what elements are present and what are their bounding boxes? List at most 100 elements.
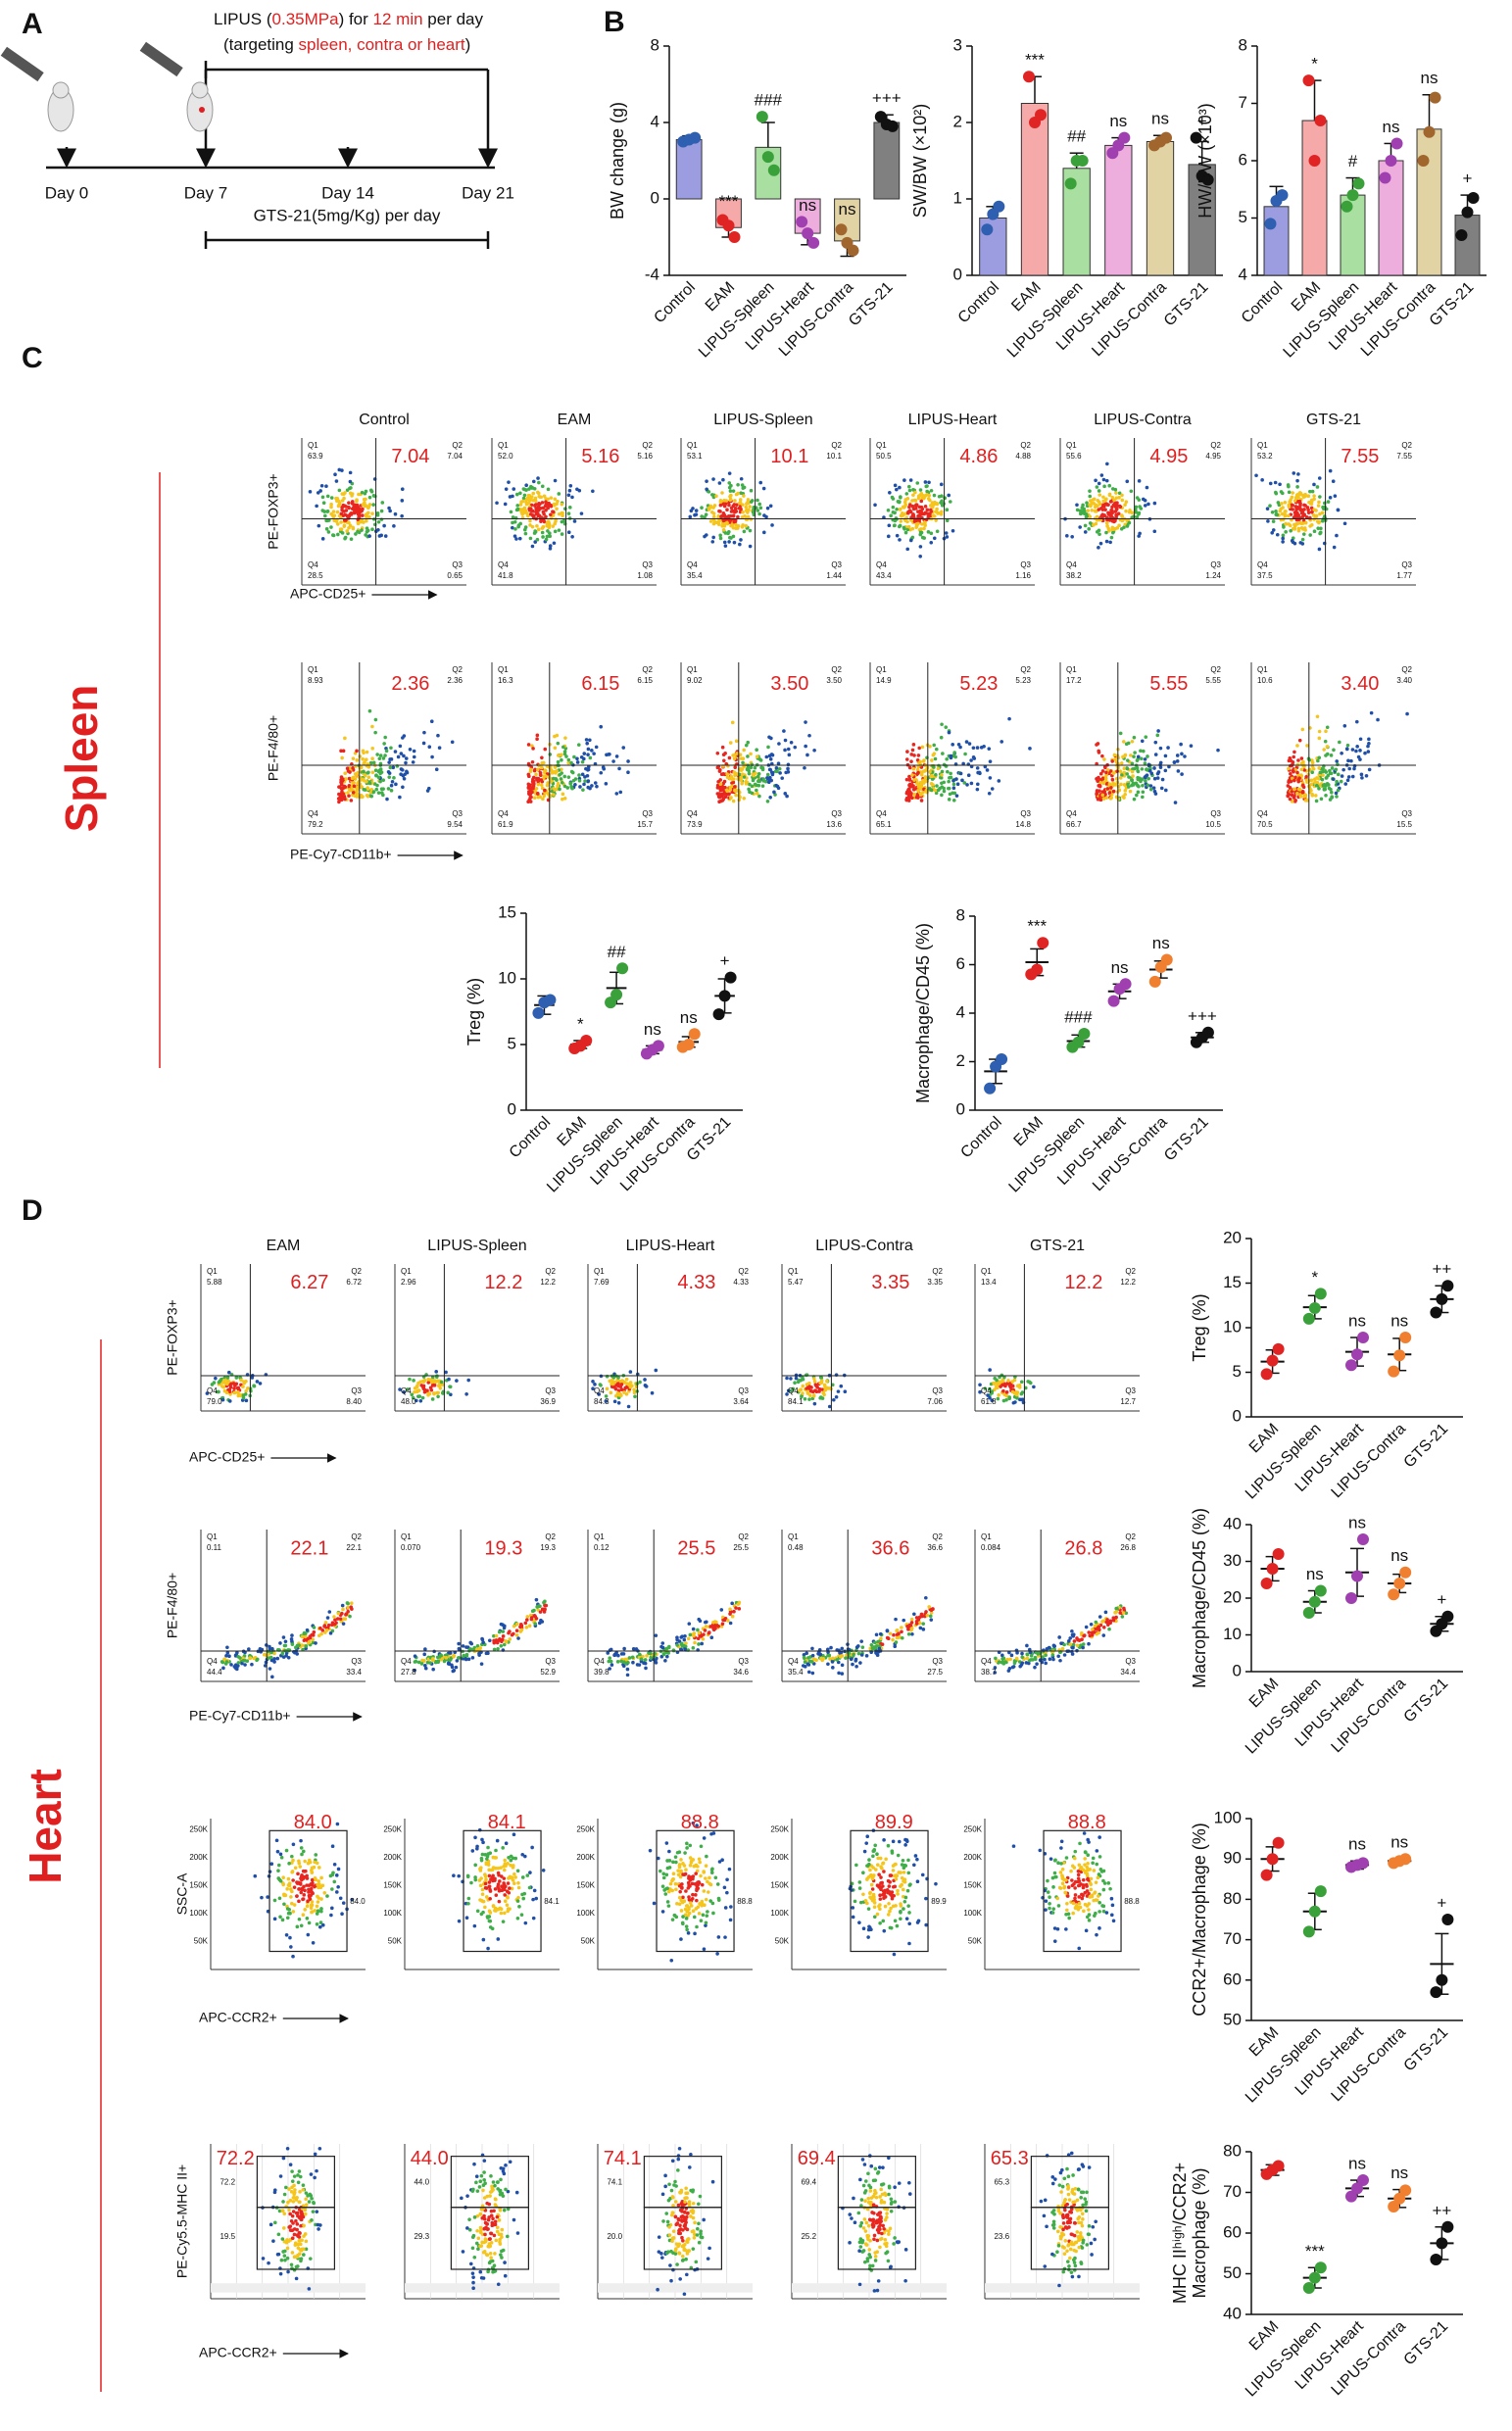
highlight-value: 4.95 <box>1149 446 1188 467</box>
event-dot <box>383 736 387 740</box>
event-dot <box>888 523 892 527</box>
y-tick-label: 70 <box>1223 2182 1242 2201</box>
event-dot <box>1329 496 1333 500</box>
event-dot <box>1321 511 1325 515</box>
event-dot <box>1272 519 1276 523</box>
event-dot <box>1097 750 1100 754</box>
highlight-value: 12.2 <box>484 1272 522 1293</box>
event-dot <box>724 544 728 548</box>
event-dot <box>841 1664 845 1668</box>
event-dot <box>731 1615 735 1619</box>
event-dot <box>746 509 750 512</box>
quadrant-value: 13.6 <box>826 820 842 829</box>
event-dot <box>525 1615 529 1619</box>
quadrant-value: 70.5 <box>1257 820 1273 829</box>
quadrant-value: 27.5 <box>927 1668 943 1677</box>
event-dot <box>1100 794 1104 798</box>
event-dot <box>1346 759 1350 763</box>
event-dot <box>734 1606 738 1610</box>
event-dot <box>545 538 549 542</box>
bar <box>1417 129 1441 275</box>
event-dot <box>1318 495 1322 499</box>
event-dot <box>840 1647 844 1651</box>
bar <box>1302 121 1327 275</box>
event-dot <box>620 1383 624 1386</box>
event-dot <box>813 1388 817 1392</box>
quadrant-name: Q2 <box>642 441 653 450</box>
event-dot <box>1126 767 1130 771</box>
event-dot <box>599 771 603 775</box>
event-dot <box>929 510 933 513</box>
quadrant-name: Q3 <box>932 1386 943 1395</box>
event-dot <box>1108 493 1112 497</box>
event-dot <box>345 529 349 533</box>
y-tick-label: 60 <box>1223 1969 1242 1988</box>
event-dot <box>270 1676 274 1679</box>
data-point <box>1388 1588 1399 1600</box>
event-dot <box>919 527 923 531</box>
event-dot <box>1108 782 1112 786</box>
event-dot <box>523 494 527 498</box>
data-point <box>689 1028 701 1040</box>
event-dot <box>1090 509 1094 512</box>
event-dot <box>771 754 775 757</box>
event-dot <box>432 1391 436 1395</box>
event-dot <box>1296 758 1300 762</box>
y-tick-label: 0 <box>508 1099 516 1118</box>
event-dot <box>712 522 716 526</box>
event-dot <box>430 719 434 723</box>
event-dot <box>1104 771 1108 775</box>
event-dot <box>934 789 938 793</box>
event-dot <box>391 780 395 784</box>
event-dot <box>723 541 727 545</box>
x-tick-label: EAM <box>1246 2024 1283 2061</box>
event-dot <box>1144 761 1147 765</box>
x-tick-label: Control <box>651 279 699 327</box>
event-dot <box>440 1381 444 1385</box>
event-dot <box>919 793 923 797</box>
event-dot <box>707 1631 711 1635</box>
event-dot <box>905 750 909 754</box>
event-dot <box>241 1385 245 1388</box>
quadrant-name: Q1 <box>498 441 509 450</box>
event-dot <box>899 524 902 528</box>
event-dot <box>1293 788 1296 792</box>
event-dot <box>1297 776 1301 780</box>
event-dot <box>1266 519 1270 523</box>
event-dot <box>759 758 763 762</box>
data-point <box>1309 1596 1321 1608</box>
event-dot <box>545 1604 549 1608</box>
event-dot <box>1360 773 1364 777</box>
event-dot <box>331 533 335 537</box>
quadrant-name: Q4 <box>687 560 698 569</box>
quadrant-value: 5.16 <box>637 452 653 461</box>
quadrant-name: Q1 <box>788 1267 799 1276</box>
event-dot <box>1304 521 1308 525</box>
event-dot <box>1102 757 1106 761</box>
event-dot <box>336 533 340 537</box>
event-dot <box>687 1637 691 1641</box>
event-dot <box>539 496 543 500</box>
event-dot <box>749 545 753 549</box>
event-dot <box>919 785 923 789</box>
event-dot <box>777 742 781 746</box>
event-dot <box>387 787 391 791</box>
event-dot <box>768 776 772 780</box>
event-dot <box>1367 738 1371 742</box>
event-dot <box>762 531 766 535</box>
event-dot <box>401 768 405 772</box>
event-dot <box>1005 1390 1009 1394</box>
event-dot <box>747 769 751 773</box>
event-dot <box>1125 772 1129 776</box>
event-dot <box>1120 527 1124 531</box>
event-dot <box>1076 509 1080 512</box>
significance: * <box>1311 1268 1318 1287</box>
data-point <box>1456 229 1468 241</box>
quadrant-name: Q3 <box>351 1657 362 1666</box>
event-dot <box>1337 509 1341 512</box>
event-dot <box>519 500 523 504</box>
event-dot <box>1293 779 1296 783</box>
event-dot <box>754 766 757 770</box>
quadrant-name: Q4 <box>1257 560 1268 569</box>
event-dot <box>1130 489 1134 493</box>
